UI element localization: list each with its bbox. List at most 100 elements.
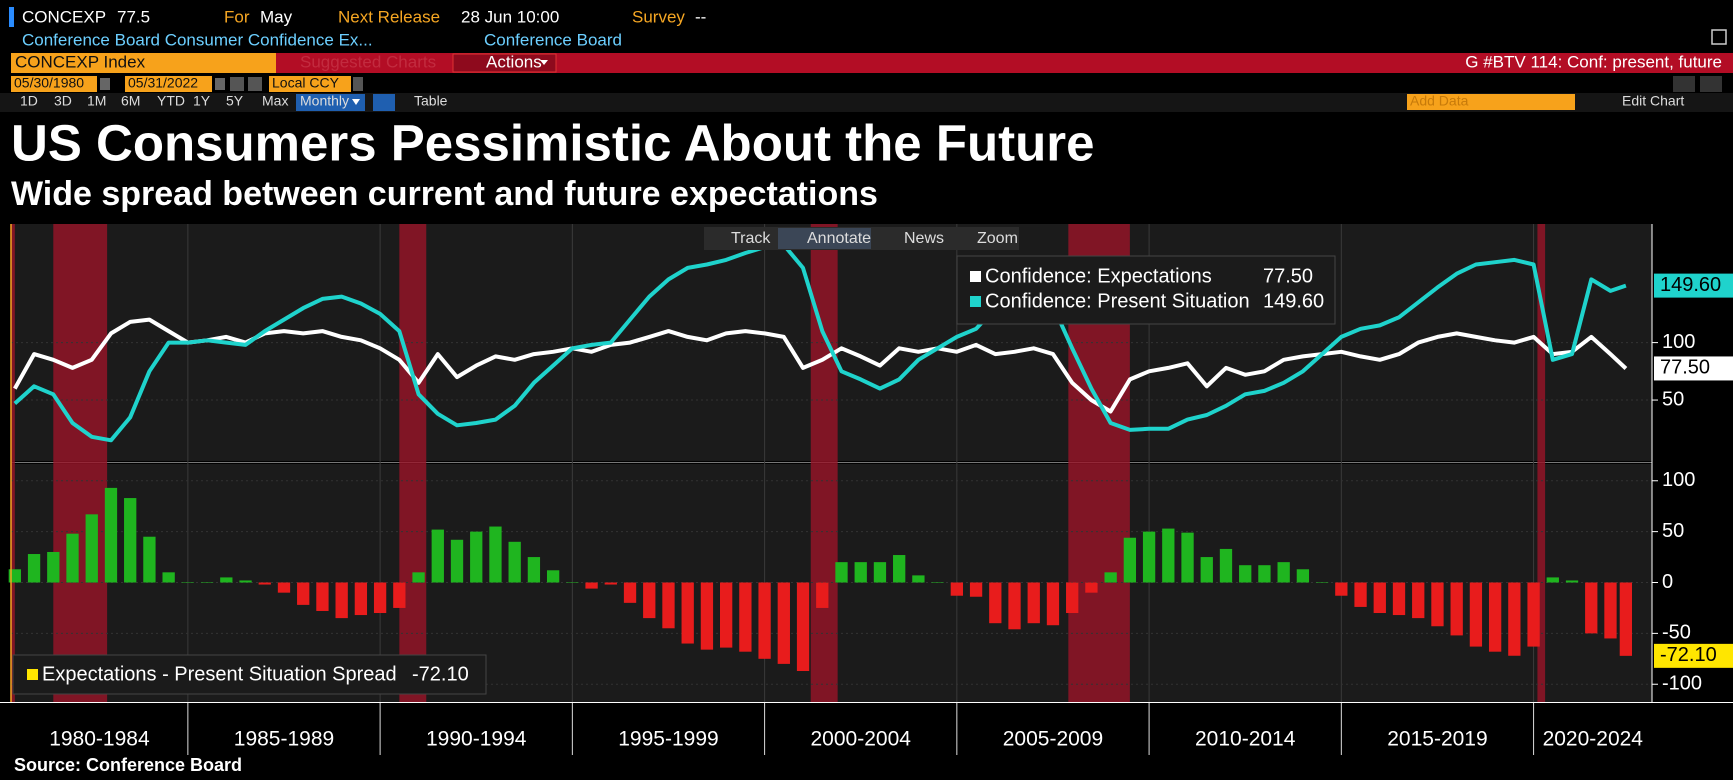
next-button[interactable] (248, 77, 262, 91)
data-marks (8, 242, 1633, 672)
spread-bar (373, 582, 387, 614)
x-tick-label: 1980-1984 (49, 728, 150, 751)
spread-bar (1046, 582, 1060, 626)
calendar-icon[interactable] (215, 78, 225, 90)
range-button[interactable]: 1D (20, 93, 38, 109)
currency-dropdown[interactable] (353, 77, 363, 91)
spread-bar (989, 582, 1002, 624)
spread-bar (489, 526, 502, 583)
chart-tool[interactable]: Track (731, 230, 771, 247)
undo-button[interactable] (1673, 76, 1695, 92)
chart-tool[interactable]: Annotate (807, 230, 871, 247)
end-date-box[interactable] (125, 76, 212, 92)
chart-tool[interactable]: News (904, 230, 944, 247)
chart-type-button[interactable] (373, 94, 395, 111)
lower-legend (12, 654, 487, 695)
spread-bar (354, 582, 368, 616)
range-button[interactable]: YTD (157, 93, 185, 109)
spread-bar (1027, 582, 1040, 624)
subtitle: Wide spread between current and future e… (11, 175, 878, 213)
spread-bar (335, 582, 348, 619)
spread-bar (470, 531, 483, 583)
annotate-highlight (778, 228, 871, 249)
last-value-label: -72.10 (1660, 644, 1717, 666)
spread-bar (124, 498, 137, 583)
spread-bar (277, 582, 291, 593)
x-tick-label: 1985-1989 (234, 728, 334, 751)
for-value: May (260, 7, 293, 26)
overlay: Track Annotate News Zoom Confidence: Expect… (12, 227, 1733, 695)
last-value-label: 77.50 (1660, 357, 1710, 379)
next-release-label: Next Release (338, 7, 440, 26)
actions: Actions (486, 52, 542, 71)
last-value-badge (1654, 643, 1733, 668)
spread-bar (1450, 582, 1463, 636)
spread-bar (181, 582, 195, 583)
range-button[interactable]: 1Y (193, 93, 211, 109)
popout-icon[interactable] (1711, 29, 1727, 45)
grid: 1980-1984 1985-1989 1990-1994 1995-1999 2000… (11, 224, 1702, 755)
redo-button[interactable] (1700, 76, 1722, 92)
spread-bar (1585, 582, 1598, 634)
spread-bar (1431, 582, 1444, 627)
last-value-badge (1654, 356, 1733, 381)
range-button[interactable]: 3D (54, 93, 72, 109)
y-tick-label: 50 (1662, 388, 1684, 410)
frequency-button[interactable] (296, 94, 365, 111)
spread-bar (8, 569, 21, 583)
spread-bar (1527, 582, 1540, 647)
legend-label: Expectations - Present Situation Spread (42, 663, 397, 685)
frequency: Monthly (300, 93, 349, 109)
spread-bar (1565, 580, 1579, 583)
spread-bar (1546, 577, 1559, 583)
page-label: G #BTV 114: Conf: present, future (1465, 52, 1722, 71)
spread-bar (412, 572, 425, 583)
spread-bar (1123, 537, 1137, 583)
last-value-badge (1654, 273, 1733, 298)
spread-bar (450, 539, 464, 583)
last-value: 77.5 (117, 7, 150, 26)
spread-bar (527, 557, 541, 583)
add-data-box[interactable] (1407, 94, 1575, 110)
series-line (13, 317, 1628, 414)
currency-box[interactable] (269, 76, 351, 92)
calendar-icon[interactable] (100, 78, 110, 90)
series-line (13, 242, 1627, 443)
edit-chart[interactable]: Edit Chart (1622, 93, 1684, 109)
title: US Consumers Pessimistic About the Futur… (11, 114, 1094, 171)
start-date: 05/30/1980 (14, 75, 84, 91)
range-bar (0, 93, 1733, 112)
spread-bar (200, 582, 214, 583)
spread-bar (1619, 582, 1633, 656)
spread-bar (1008, 582, 1021, 630)
legend-label: Confidence: Present Situation (985, 290, 1250, 312)
spread-bar (220, 577, 233, 583)
range-button[interactable]: 1M (87, 93, 106, 109)
y-tick-label: 50 (1662, 520, 1684, 542)
spread-bar (258, 582, 271, 585)
legend-label: Confidence: Expectations (985, 265, 1212, 287)
prev-button[interactable] (230, 77, 244, 91)
recession-band (399, 224, 427, 702)
range-button[interactable]: 5Y (226, 93, 244, 109)
survey-label: Survey (632, 7, 685, 26)
add-data: Add Data (1410, 93, 1469, 109)
spread-bar (1085, 582, 1098, 593)
source: Source: Conference Board (14, 755, 242, 775)
last-value-label: 149.60 (1660, 274, 1721, 296)
security-box[interactable] (11, 53, 276, 73)
spread-bar (1488, 582, 1502, 652)
spread-bar (1104, 572, 1117, 583)
spread-bar (297, 582, 310, 605)
spread-bar (546, 570, 560, 583)
range-button[interactable]: Max (262, 93, 288, 109)
suggested-charts[interactable]: Suggested Charts (300, 52, 436, 71)
spread-bar (1354, 582, 1367, 607)
ticker-marker (9, 7, 14, 27)
actions-arrow (540, 60, 548, 65)
table-button[interactable]: Table (414, 93, 448, 109)
chart-tool[interactable]: Zoom (977, 230, 1018, 247)
actions-button[interactable] (452, 53, 557, 73)
start-date-box[interactable] (11, 76, 97, 92)
range-button[interactable]: 6M (121, 93, 140, 109)
